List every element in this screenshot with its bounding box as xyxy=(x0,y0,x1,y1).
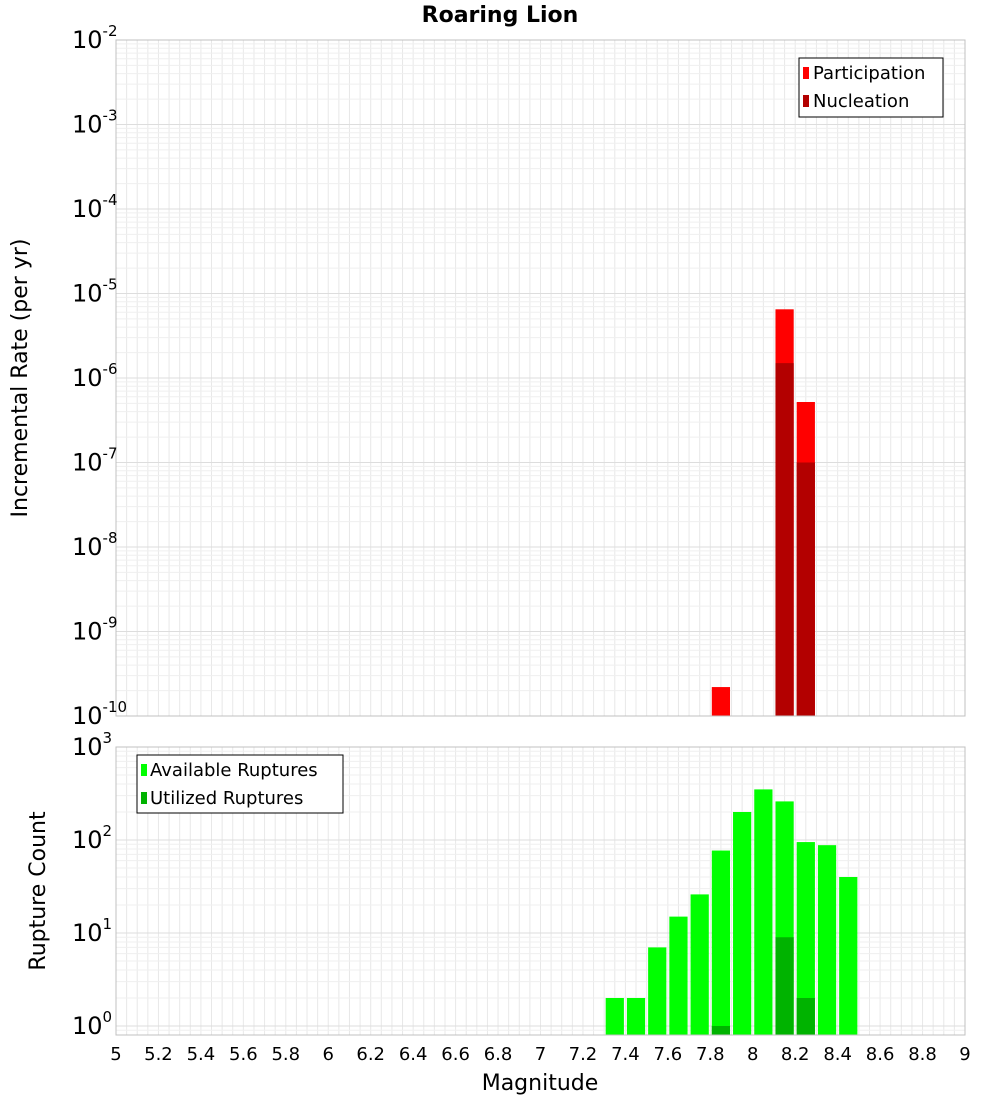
x-tick-label: 8 xyxy=(747,1044,758,1065)
available-ruptures-bar xyxy=(839,877,858,1035)
y-tick-label: 10-7 xyxy=(72,445,118,477)
x-tick-label: 8.2 xyxy=(781,1044,810,1065)
x-tick-label: 5.2 xyxy=(144,1044,173,1065)
x-tick-label: 7.6 xyxy=(654,1044,683,1065)
x-tick-label: 7.4 xyxy=(611,1044,640,1065)
nucleation-bar xyxy=(775,363,794,716)
x-tick-label: 8.6 xyxy=(866,1044,895,1065)
available-ruptures-bar xyxy=(648,947,667,1035)
utilized-ruptures-bar xyxy=(711,1025,731,1035)
bottom-y-axis-label: Rupture Count xyxy=(26,811,51,971)
nucleation-bar xyxy=(796,462,815,716)
bottom-legend: Available Ruptures Utilized Ruptures xyxy=(136,754,344,814)
legend-participation-label: Participation xyxy=(813,63,925,84)
chart-title: Roaring Lion xyxy=(422,3,579,28)
available-ruptures-bar xyxy=(796,842,815,1035)
available-ruptures-bar xyxy=(754,789,773,1035)
y-tick-label: 101 xyxy=(72,915,112,947)
x-tick-label: 5.8 xyxy=(271,1044,300,1065)
y-tick-label: 10-6 xyxy=(72,360,118,392)
x-tick-label: 9 xyxy=(959,1044,970,1065)
legend-nucleation-label: Nucleation xyxy=(813,91,909,112)
y-tick-label: 102 xyxy=(72,822,112,854)
utilized-ruptures-bar xyxy=(775,937,794,1035)
x-tick-label: 8.8 xyxy=(908,1044,937,1065)
x-tick-label: 6.2 xyxy=(356,1044,385,1065)
legend-participation-swatch xyxy=(803,67,809,79)
legend-available-swatch xyxy=(141,764,147,776)
top-gridlines xyxy=(115,39,966,717)
legend-available-label: Available Ruptures xyxy=(150,760,318,781)
available-ruptures-bar xyxy=(626,997,646,1035)
y-tick-label: 10-3 xyxy=(72,107,118,139)
y-tick-label: 10-4 xyxy=(72,191,118,223)
top-bars xyxy=(711,309,815,716)
bottom-legend-box xyxy=(136,754,344,814)
top-plot-frame xyxy=(115,39,966,717)
bottom-plot-frame xyxy=(115,746,966,1036)
x-tick-label: 5.6 xyxy=(229,1044,258,1065)
legend-utilized-label: Utilized Ruptures xyxy=(150,788,303,809)
top-y-axis-label: Incremental Rate (per yr) xyxy=(8,239,33,518)
bottom-panel: 103 102 101 100 5 5.2 5.4 5.6 5.8 6 6.2 6.4 6.6 6.8 7… xyxy=(26,729,971,1096)
utilized-ruptures-bar xyxy=(796,997,815,1035)
available-ruptures-bar xyxy=(817,845,837,1035)
y-tick-label: 10-10 xyxy=(72,698,127,730)
available-ruptures-bar xyxy=(733,812,752,1035)
y-tick-label: 10-9 xyxy=(72,614,118,646)
x-tick-label: 5.4 xyxy=(187,1044,216,1065)
y-tick-label: 100 xyxy=(72,1008,112,1040)
top-legend-box xyxy=(798,57,944,118)
x-tick-label: 6.8 xyxy=(484,1044,513,1065)
x-tick-label: 6 xyxy=(323,1044,334,1065)
y-tick-label: 103 xyxy=(72,729,112,761)
y-tick-label: 10-5 xyxy=(72,276,118,308)
top-legend: Participation Nucleation xyxy=(798,57,944,118)
bottom-y-tick-labels: 103 102 101 100 xyxy=(72,729,112,1040)
x-axis-label: Magnitude xyxy=(482,1071,599,1096)
top-panel: 10-2 10-3 10-4 10-5 10-6 10-7 10-8 10-9 10-10 In… xyxy=(8,22,966,730)
x-tick-labels: 5 5.2 5.4 5.6 5.8 6 6.2 6.4 6.6 6.8 7 7.2 7.4 7.6 7.8 8… xyxy=(110,1044,970,1065)
x-tick-label: 8.4 xyxy=(823,1044,852,1065)
legend-nucleation-swatch xyxy=(803,95,809,107)
top-y-tick-labels: 10-2 10-3 10-4 10-5 10-6 10-7 10-8 10-9 10-10 xyxy=(72,22,127,730)
x-tick-label: 7.2 xyxy=(569,1044,598,1065)
bottom-bars xyxy=(605,789,858,1035)
available-ruptures-bar xyxy=(690,894,709,1035)
y-tick-label: 10-2 xyxy=(72,22,118,54)
x-tick-label: 7.8 xyxy=(696,1044,725,1065)
participation-bar xyxy=(711,687,731,716)
y-tick-label: 10-8 xyxy=(72,529,118,561)
legend-utilized-swatch xyxy=(141,792,147,804)
x-tick-label: 6.4 xyxy=(399,1044,428,1065)
available-ruptures-bar xyxy=(711,850,731,1035)
x-tick-label: 6.6 xyxy=(441,1044,470,1065)
available-ruptures-bar xyxy=(605,997,624,1035)
available-ruptures-bar xyxy=(669,916,688,1035)
x-tick-label: 5 xyxy=(110,1044,121,1065)
x-tick-label: 7 xyxy=(535,1044,546,1065)
